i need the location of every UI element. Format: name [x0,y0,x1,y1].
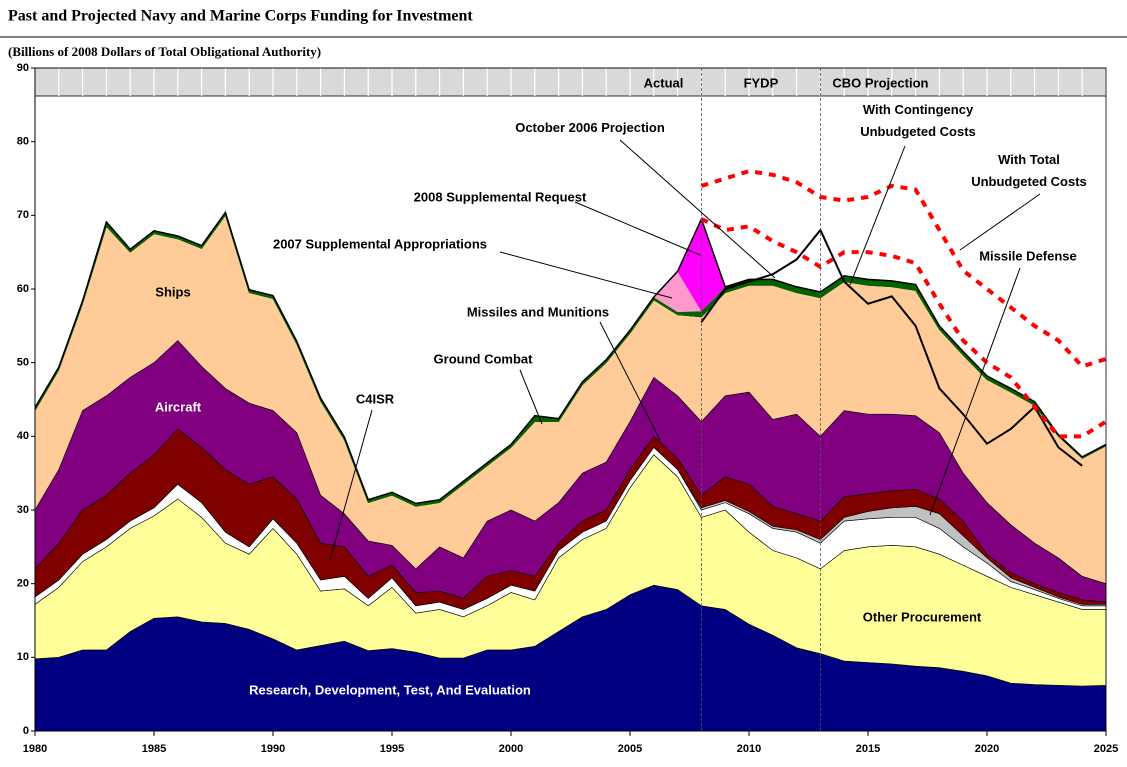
series-label: Missiles and Munitions [467,304,609,319]
series-label: Ships [155,284,190,299]
series-label: Research, Development, Test, And Evaluat… [249,682,531,697]
leader-line [849,145,906,286]
leader-line [619,139,776,279]
period-label: CBO Projection [832,75,928,90]
series-label: Missile Defense [979,248,1077,263]
line-label: October 2006 Projection [515,120,665,135]
period-label: Actual [644,75,684,90]
y-tick-label: 60 [17,283,29,295]
leader-line [574,201,701,256]
x-tick-label: 2005 [618,743,642,755]
x-tick-label: 2025 [1094,743,1118,755]
x-tick-label: 1990 [261,743,285,755]
total-outline [34,210,1107,505]
series-label: Other Procurement [863,609,982,624]
y-tick-label: 10 [17,651,29,663]
line-label: With Contingency Unbudgeted Costs [860,102,976,139]
y-tick-label: 90 [17,62,29,74]
leader-line [599,321,661,441]
series-label: Aircraft [155,399,202,414]
x-tick-label: 2000 [499,743,523,755]
x-tick-label: 2015 [856,743,880,755]
y-tick-label: 80 [17,136,29,148]
chart-title: Past and Projected Navy and Marine Corps… [8,8,473,25]
projection-line [700,169,1107,369]
y-tick-label: 50 [17,357,29,369]
series-label: Ground Combat [434,351,534,366]
series-label: 2007 Supplemental Appropriations [273,236,487,251]
y-tick-label: 40 [17,430,29,442]
y-tick-label: 70 [17,209,29,221]
projection-line [700,217,1108,439]
x-tick-label: 1995 [380,743,404,755]
y-tick-label: 0 [23,725,29,737]
leader-line [519,369,543,425]
x-tick-label: 1985 [142,743,166,755]
leader-line [959,193,1041,251]
leader-line [929,267,1021,516]
projection-line [700,228,1083,467]
series-label: 2008 Supplemental Request [414,189,587,204]
leader-line [499,251,673,299]
line-label: With Total Unbudgeted Costs [971,152,1087,189]
leader-line [329,409,373,561]
x-tick-label: 1980 [23,743,47,755]
x-tick-label: 2010 [737,743,761,755]
period-label: FYDP [744,75,779,90]
x-tick-label: 2020 [975,743,999,755]
series-label: C4ISR [356,391,395,406]
y-tick-label: 20 [17,578,29,590]
y-tick-label: 30 [17,504,29,516]
chart-subtitle: (Billions of 2008 Dollars of Total Oblig… [8,44,321,59]
period-band [34,67,1107,97]
